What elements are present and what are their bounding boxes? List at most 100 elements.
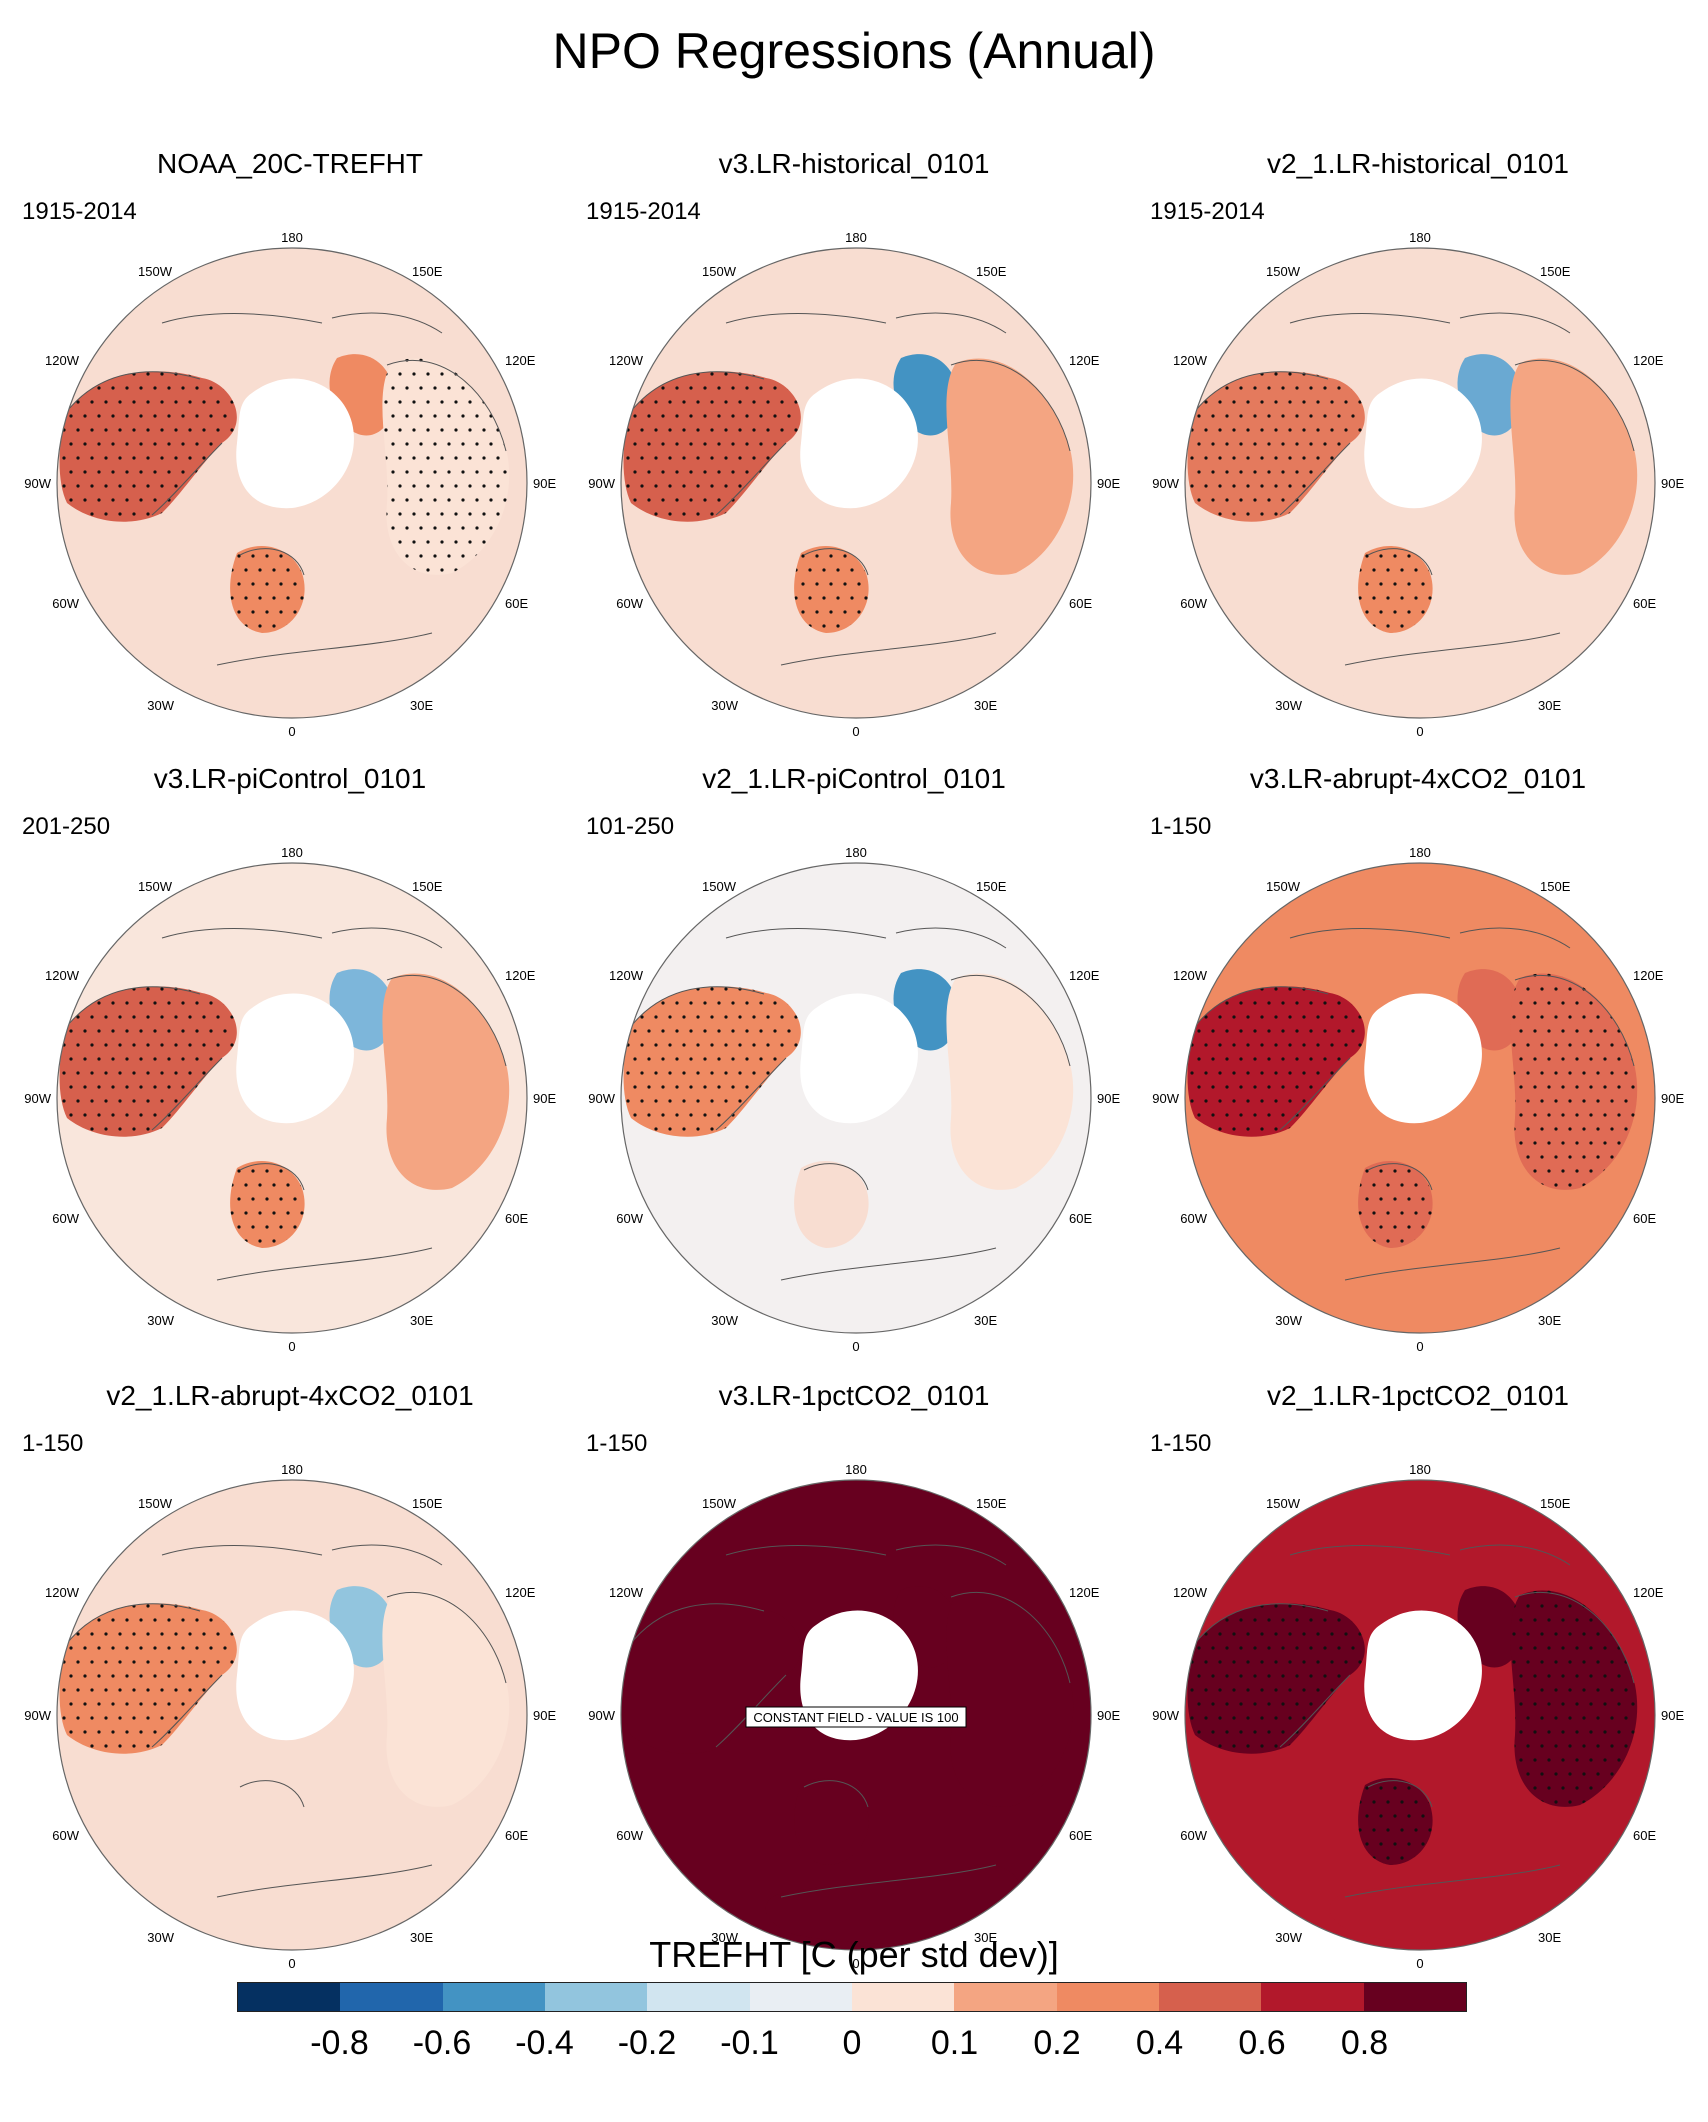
longitude-label: 90W bbox=[24, 1708, 51, 1723]
colorbar-box bbox=[1363, 1983, 1466, 2011]
longitude-label: 0 bbox=[1416, 724, 1423, 739]
map-panel: v2_1.LR-abrupt-4xCO2_0101 1-150 180 0 90W 90E… bbox=[10, 1380, 570, 1990]
map-panel: v3.LR-abrupt-4xCO2_0101 1-150 180 0 90W 90E 15… bbox=[1138, 763, 1698, 1373]
coastline bbox=[803, 1163, 869, 1191]
longitude-label: 0 bbox=[288, 1956, 295, 1971]
coastline bbox=[161, 313, 323, 324]
coastline bbox=[1344, 1247, 1561, 1281]
coastline bbox=[803, 548, 869, 576]
coastline bbox=[780, 1864, 997, 1898]
longitude-label: 30E bbox=[1538, 1930, 1561, 1945]
longitude-label: 90E bbox=[533, 476, 556, 491]
longitude-label: 60E bbox=[1069, 596, 1092, 611]
longitude-label: 150W bbox=[1266, 1496, 1301, 1511]
longitude-label: 90E bbox=[1661, 476, 1684, 491]
longitude-label: 180 bbox=[1409, 845, 1431, 860]
coastline bbox=[331, 927, 443, 949]
region-na bbox=[59, 1603, 237, 1754]
colorbar-box bbox=[954, 1983, 1057, 2011]
longitude-label: 60W bbox=[616, 1211, 643, 1226]
longitude-label: 180 bbox=[281, 1462, 303, 1477]
coastline bbox=[161, 1545, 323, 1556]
longitude-label: 60E bbox=[505, 1211, 528, 1226]
longitude-label: 30E bbox=[410, 698, 433, 713]
coastline bbox=[895, 1544, 1007, 1566]
map-boundary bbox=[56, 1479, 528, 1951]
longitude-label: 180 bbox=[845, 845, 867, 860]
colorbar-box bbox=[1158, 1983, 1262, 2011]
coastline bbox=[386, 974, 507, 1067]
longitude-label: 90W bbox=[24, 476, 51, 491]
longitude-label: 150W bbox=[138, 264, 173, 279]
coastline bbox=[780, 1247, 997, 1281]
region-na bbox=[1187, 986, 1365, 1137]
region-afr bbox=[1329, 1247, 1585, 1327]
coastline bbox=[216, 1864, 433, 1898]
colorbar-box bbox=[544, 1983, 648, 2011]
coastline bbox=[1367, 1780, 1433, 1808]
polar-map: 180 0 90W 90E 150W 150E 120W 120E 60W 60E 30W 30E bbox=[24, 1462, 556, 1971]
coastline bbox=[1189, 371, 1329, 419]
coastline bbox=[625, 371, 765, 419]
longitude-label: 30E bbox=[974, 1313, 997, 1328]
coastline bbox=[1367, 1163, 1433, 1191]
longitude-label: 90E bbox=[1097, 1708, 1120, 1723]
longitude-label: 30W bbox=[711, 1930, 738, 1945]
longitude-label: 150E bbox=[412, 1496, 443, 1511]
colorbar-box bbox=[238, 1983, 341, 2011]
panel-title: v3.LR-piControl_0101 bbox=[10, 763, 570, 795]
region-asia bbox=[1510, 1590, 1638, 1807]
longitude-label: 90E bbox=[1097, 1091, 1120, 1106]
map-boundary bbox=[1184, 862, 1656, 1334]
longitude-label: 150W bbox=[1266, 264, 1301, 279]
panel-title: v3.LR-1pctCO2_0101 bbox=[574, 1380, 1134, 1412]
longitude-label: 120W bbox=[45, 968, 80, 983]
coastline bbox=[895, 927, 1007, 949]
region-asia bbox=[946, 1590, 1074, 1807]
colorbar-tick-label: 0.4 bbox=[1136, 2024, 1183, 2063]
longitude-label: 30W bbox=[711, 698, 738, 713]
longitude-label: 90W bbox=[1152, 1708, 1179, 1723]
longitude-label: 120E bbox=[505, 353, 536, 368]
colorbar-box bbox=[851, 1983, 955, 2011]
coastline bbox=[1279, 1674, 1351, 1748]
panel-period: 1915-2014 bbox=[22, 198, 137, 226]
coastline bbox=[950, 359, 1071, 452]
region-asia bbox=[382, 973, 510, 1190]
longitude-label: 150W bbox=[1266, 879, 1301, 894]
longitude-label: 60E bbox=[1633, 1211, 1656, 1226]
colorbar-tick-label: 0.6 bbox=[1238, 2024, 1285, 2063]
panel-title: v2_1.LR-historical_0101 bbox=[1138, 148, 1698, 180]
region-afr bbox=[765, 1864, 1021, 1944]
coastline bbox=[1279, 1057, 1351, 1131]
region-eu bbox=[1358, 1777, 1433, 1865]
coastline bbox=[331, 1544, 443, 1566]
colorbar-box bbox=[749, 1983, 852, 2011]
panel-title: v2_1.LR-piControl_0101 bbox=[574, 763, 1134, 795]
map-boundary bbox=[620, 862, 1092, 1334]
longitude-label: 90W bbox=[588, 1091, 615, 1106]
region-eu bbox=[230, 1777, 305, 1865]
colorbar-tick-label: -0.1 bbox=[720, 2024, 779, 2063]
colorbar bbox=[237, 1982, 1467, 2012]
coastline bbox=[1367, 548, 1433, 576]
region-na bbox=[59, 986, 237, 1137]
coastline bbox=[1459, 312, 1571, 334]
coastline bbox=[1514, 974, 1635, 1067]
coastline bbox=[725, 313, 887, 324]
longitude-label: 60W bbox=[1180, 1211, 1207, 1226]
panel-period: 1-150 bbox=[1150, 1430, 1211, 1458]
coastline bbox=[239, 1163, 305, 1191]
constant-field-note: CONSTANT FIELD - VALUE IS 100 bbox=[745, 1706, 967, 1728]
region-asia bbox=[946, 973, 1074, 1190]
longitude-label: 30E bbox=[410, 1930, 433, 1945]
longitude-label: 150E bbox=[976, 879, 1007, 894]
longitude-label: 150W bbox=[702, 879, 737, 894]
map-panel: v2_1.LR-historical_0101 1915-2014 180 0 90W 9… bbox=[1138, 148, 1698, 758]
colorbar-box bbox=[442, 1983, 545, 2011]
map-boundary bbox=[620, 1479, 1092, 1951]
region-na bbox=[59, 371, 237, 522]
longitude-label: 30W bbox=[711, 1313, 738, 1328]
region-eu bbox=[1358, 545, 1433, 633]
longitude-label: 120W bbox=[1173, 968, 1208, 983]
